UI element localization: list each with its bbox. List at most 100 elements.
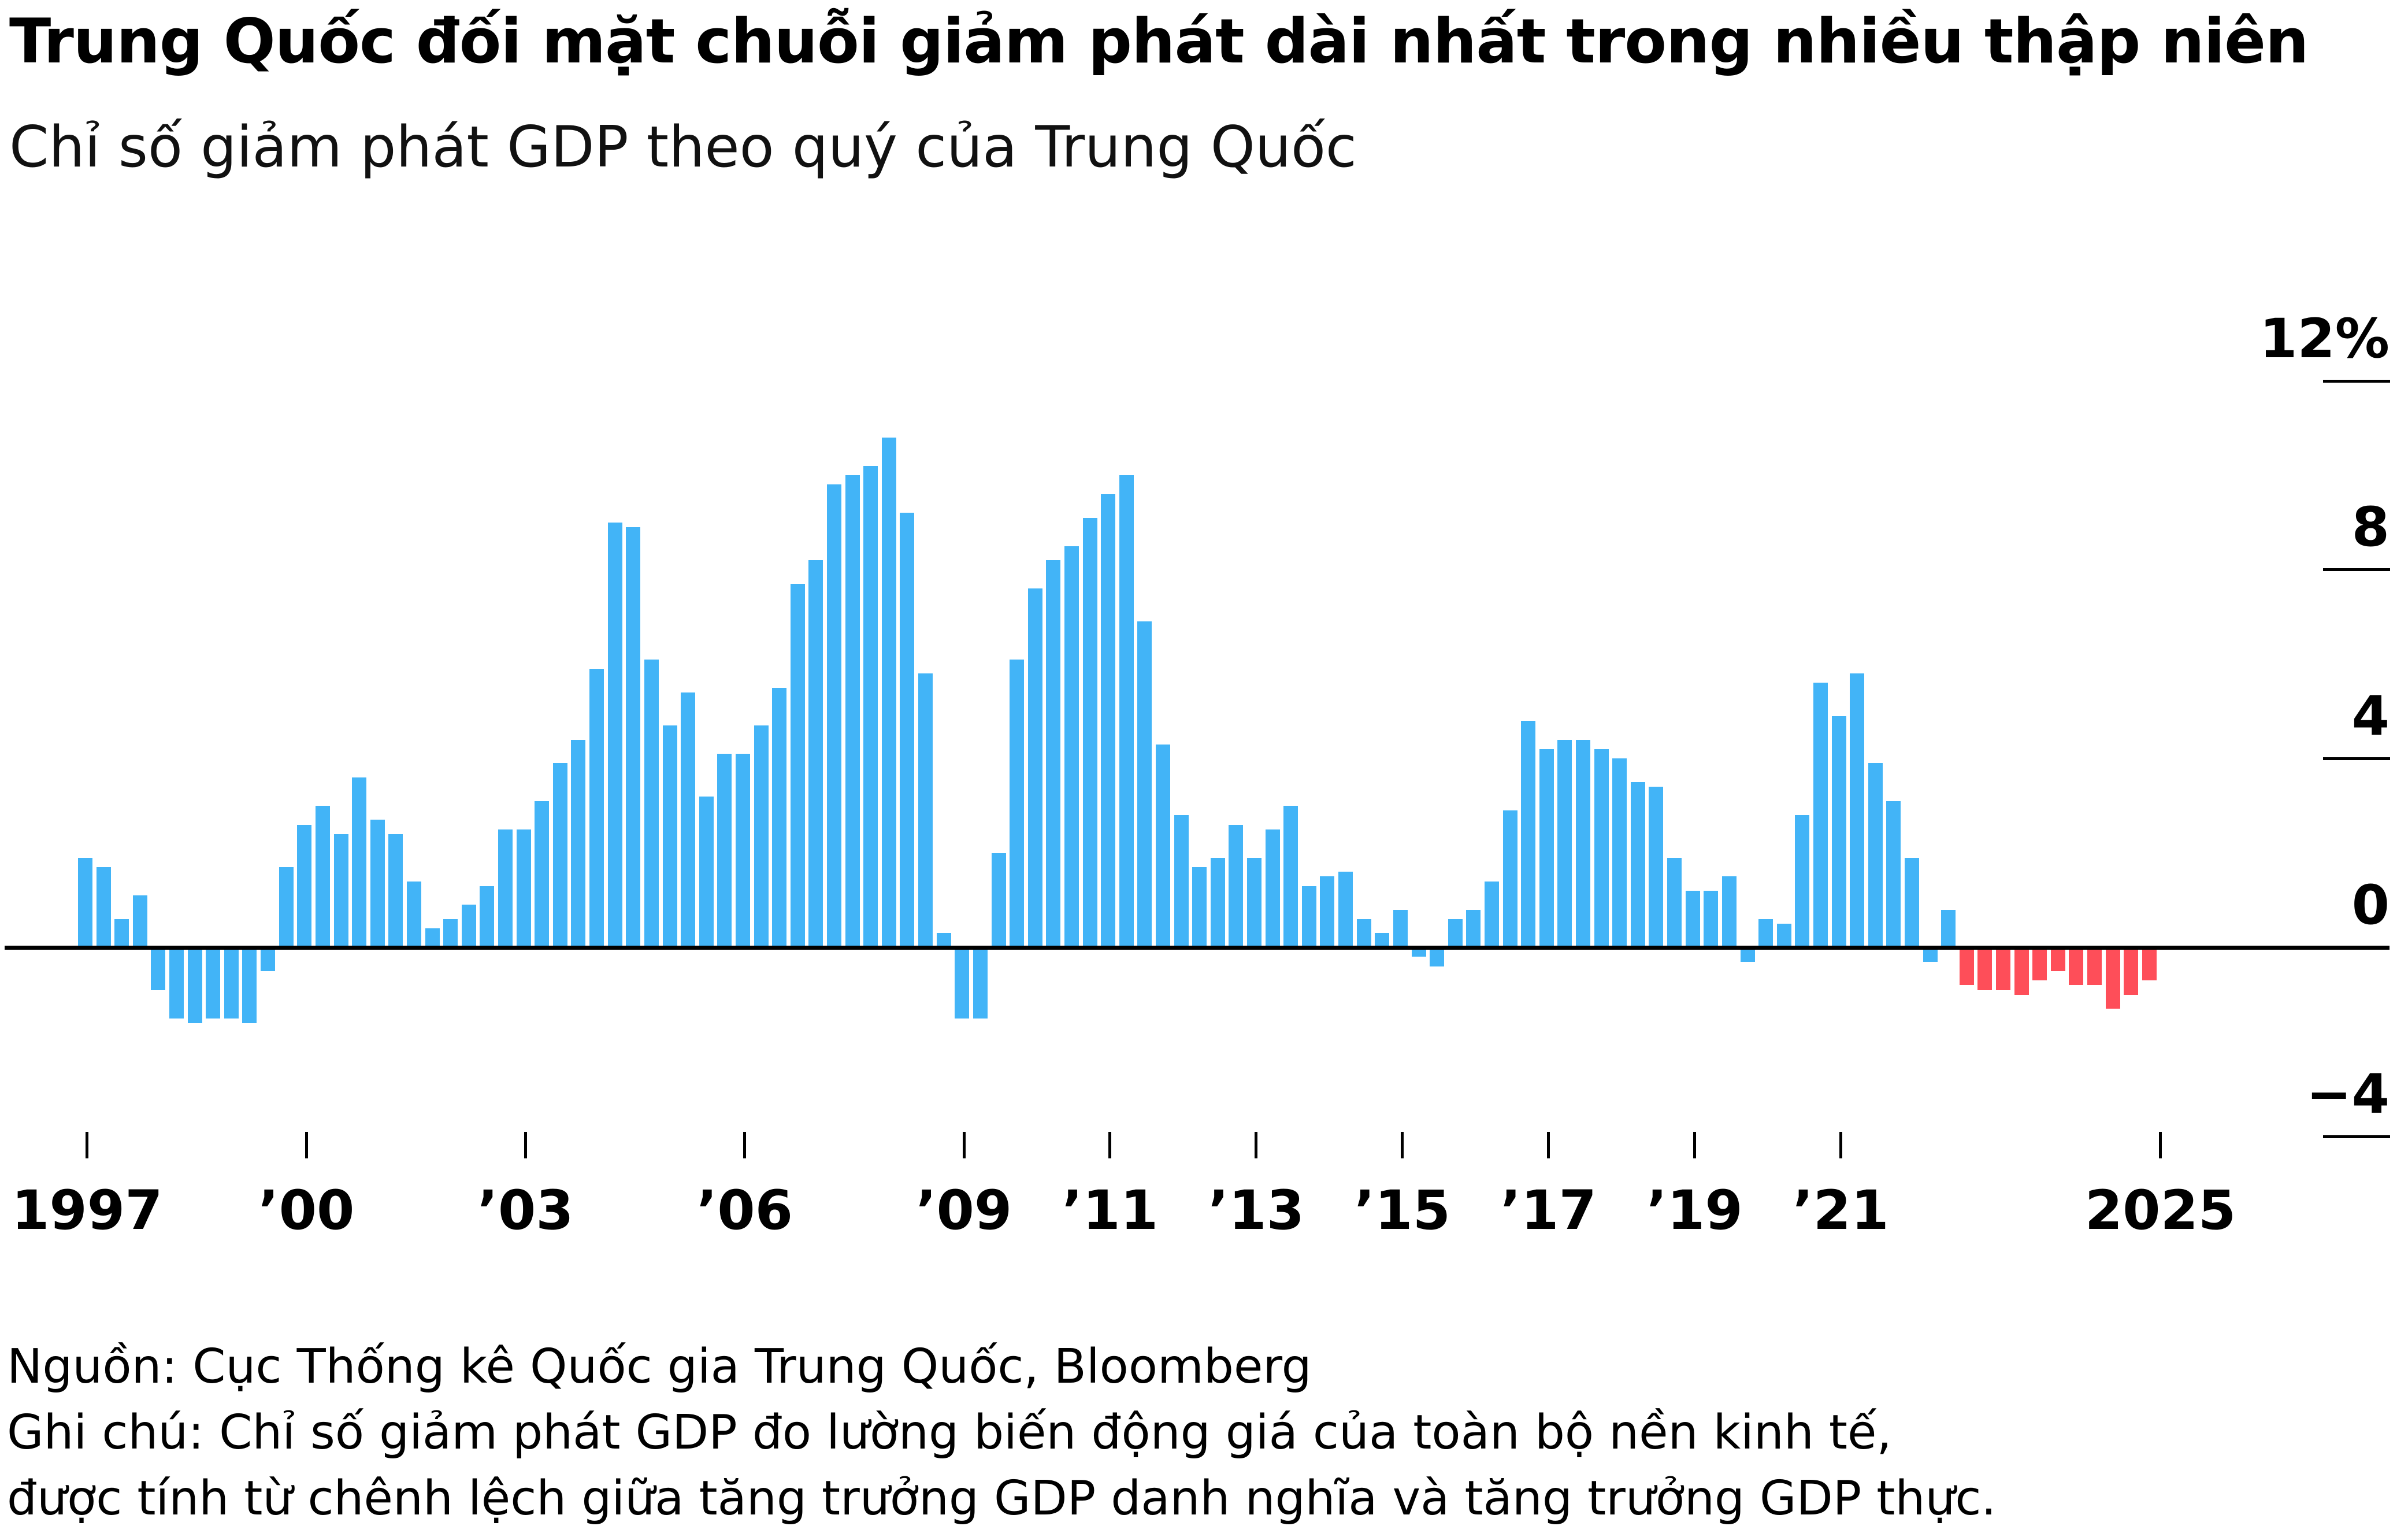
bar-positive <box>699 796 714 947</box>
x-axis-tick <box>962 1132 966 1158</box>
bar-negative <box>2087 947 2102 986</box>
bar-positive <box>1356 919 1371 947</box>
bar-negative <box>1430 947 1445 966</box>
bar-negative <box>1996 947 2011 990</box>
y-axis-tick <box>2323 757 2390 761</box>
bar-positive <box>1082 517 1097 947</box>
bar-positive <box>516 829 531 947</box>
bar-positive <box>1484 881 1499 947</box>
x-axis-label: ’19 <box>1646 1179 1743 1242</box>
bar-positive <box>1448 919 1463 947</box>
x-axis-label: ’15 <box>1354 1179 1450 1242</box>
bar-positive <box>297 824 312 947</box>
x-axis-label: ’03 <box>477 1179 574 1242</box>
x-axis-label: ’17 <box>1500 1179 1597 1242</box>
bar-negative <box>1411 947 1426 957</box>
chart-subtitle: Chỉ số giảm phát GDP theo quý của Trung … <box>9 114 1357 180</box>
source-note: Nguồn: Cục Thống kê Quốc gia Trung Quốc,… <box>7 1334 1996 1532</box>
bar-positive <box>827 484 841 947</box>
x-axis-tick <box>1547 1132 1550 1158</box>
bar-negative <box>1740 947 1755 962</box>
bar-negative <box>224 947 239 1019</box>
x-axis-tick <box>305 1132 308 1158</box>
bar-positive <box>845 475 860 947</box>
bar-negative <box>2050 947 2065 971</box>
bar-negative <box>2032 947 2047 981</box>
y-axis-label: 0 <box>2351 874 2390 937</box>
bar-positive <box>1375 933 1390 947</box>
bar-positive <box>370 820 385 947</box>
bar-positive <box>808 560 823 947</box>
y-axis-label: 12% <box>2259 307 2390 371</box>
bar-positive <box>626 527 641 947</box>
y-axis-label: −4 <box>2306 1062 2390 1126</box>
bar-positive <box>406 881 421 947</box>
bar-negative <box>2105 947 2120 1009</box>
bar-positive <box>589 668 604 947</box>
bar-positive <box>1010 659 1025 947</box>
bar-positive <box>1704 890 1719 947</box>
bar-positive <box>1612 758 1627 947</box>
x-axis-label: ’09 <box>915 1179 1012 1242</box>
x-axis-tick <box>1108 1132 1112 1158</box>
zero-axis-line <box>5 946 2390 950</box>
bar-negative <box>2124 947 2139 995</box>
bar-positive <box>918 673 933 947</box>
bar-positive <box>644 659 659 947</box>
bar-positive <box>96 867 111 947</box>
bar-positive <box>480 886 495 947</box>
bar-positive <box>1868 763 1883 947</box>
bar-positive <box>1886 801 1901 947</box>
bar-positive <box>352 777 367 947</box>
bar-positive <box>772 687 787 947</box>
bar-positive <box>443 919 458 947</box>
x-axis-tick <box>1401 1132 1404 1158</box>
bar-positive <box>1466 909 1481 947</box>
bar-negative <box>151 947 166 990</box>
bar-positive <box>900 513 915 947</box>
bar-positive <box>1502 810 1517 947</box>
x-axis-label: ’00 <box>258 1179 355 1242</box>
x-axis-label: ’06 <box>696 1179 793 1242</box>
bar-negative <box>1977 947 1993 990</box>
bar-positive <box>1758 919 1773 947</box>
bar-positive <box>1320 876 1335 947</box>
bar-negative <box>261 947 276 971</box>
bar-positive <box>552 763 567 947</box>
bar-negative <box>242 947 257 1023</box>
x-axis-tick <box>2159 1132 2162 1158</box>
bar-positive <box>662 725 677 947</box>
x-axis-tick <box>743 1132 747 1158</box>
bar-positive <box>1941 909 1956 947</box>
bar-positive <box>1576 739 1591 947</box>
bar-positive <box>1174 815 1189 947</box>
bar-positive <box>1393 909 1408 947</box>
bar-negative <box>2069 947 2084 986</box>
bar-positive <box>279 867 294 947</box>
bar-positive <box>535 801 550 947</box>
bar-positive <box>1192 867 1207 947</box>
bar-positive <box>333 834 348 947</box>
bar-positive <box>1776 924 1791 947</box>
bar-positive <box>881 437 896 947</box>
bar-positive <box>388 834 403 947</box>
x-axis-tick <box>1839 1132 1842 1158</box>
bar-positive <box>754 725 769 947</box>
bar-positive <box>498 829 513 947</box>
bar-positive <box>571 739 586 947</box>
x-axis-tick <box>1255 1132 1258 1158</box>
bar-positive <box>863 465 878 947</box>
x-axis-label: ’13 <box>1208 1179 1305 1242</box>
bar-positive <box>1155 744 1170 947</box>
bar-positive <box>790 583 805 947</box>
bar-positive <box>1265 829 1280 947</box>
bar-positive <box>1137 621 1152 947</box>
y-axis-tick <box>2323 379 2390 383</box>
bar-negative <box>206 947 221 1019</box>
x-axis-label: 1997 <box>12 1179 163 1242</box>
bar-positive <box>1831 716 1846 947</box>
bar-positive <box>461 905 476 947</box>
bar-positive <box>1557 739 1572 947</box>
bar-positive <box>425 928 440 947</box>
